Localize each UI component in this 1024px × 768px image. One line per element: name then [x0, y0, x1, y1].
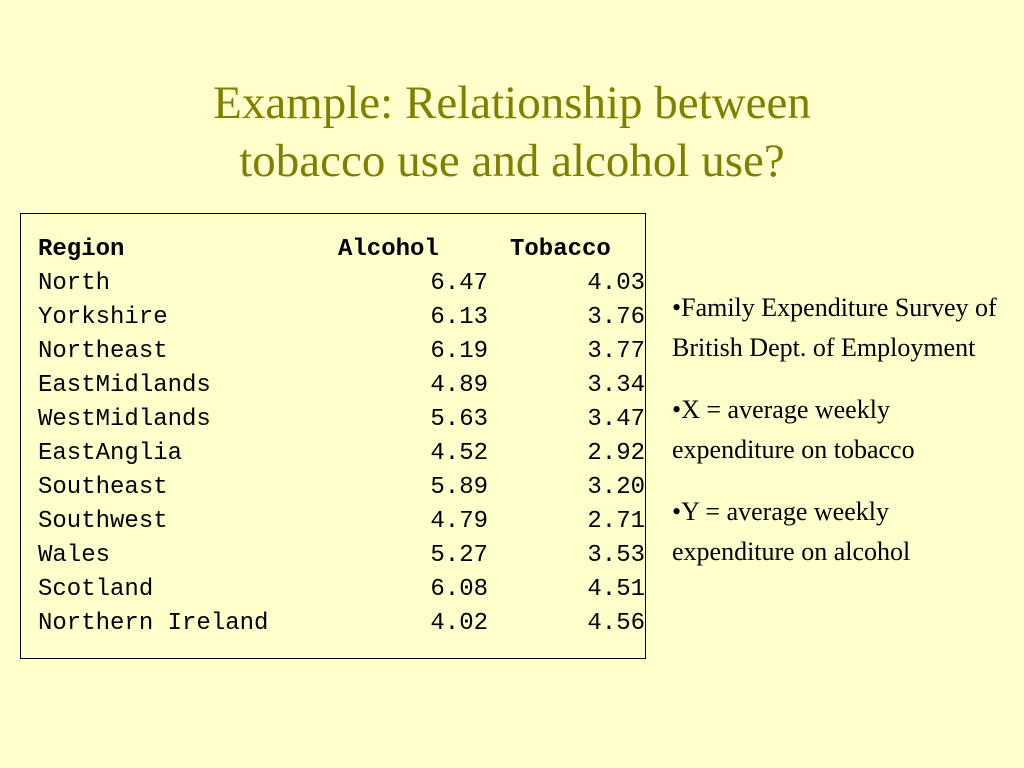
- cell-tobacco: 2.92: [587, 440, 645, 467]
- table-row: Yorkshire 6.13 3.76: [38, 301, 645, 335]
- table-row: Northeast 6.19 3.77: [38, 335, 645, 369]
- table-row: EastMidlands 4.89 3.34: [38, 369, 645, 403]
- data-table-box: Region Alcohol Tobacco North 6.47 4.03 York…: [20, 213, 646, 659]
- note-item-y-definition: •Y = average weekly expenditure on alcoh…: [672, 497, 911, 566]
- cell-alcohol: 4.52: [430, 440, 488, 467]
- column-header-tobacco: Tobacco: [510, 236, 611, 263]
- slide-title-line-1: Example: Relationship between: [213, 77, 811, 129]
- column-header-alcohol: Alcohol: [338, 236, 439, 263]
- table-row: Southwest 4.79 2.71: [38, 505, 645, 539]
- cell-region: Scotland: [38, 576, 154, 603]
- note-item-source: •Family Expenditure Survey of British De…: [672, 293, 997, 362]
- cell-tobacco: 2.71: [587, 508, 645, 535]
- cell-alcohol: 6.08: [430, 576, 488, 603]
- note-item-x-definition: •X = average weekly expenditure on tobac…: [672, 395, 915, 464]
- table-body: North 6.47 4.03 Yorkshire 6.13 3.76 Northeast 6…: [38, 267, 645, 641]
- slide-title: Example: Relationship between tobacco us…: [0, 74, 1024, 190]
- cell-tobacco: 4.51: [587, 576, 645, 603]
- notes-list: •Family Expenditure Survey of British De…: [672, 288, 1017, 594]
- cell-alcohol: 4.02: [430, 610, 488, 637]
- cell-region: Wales: [38, 542, 111, 569]
- cell-region: Southeast: [38, 474, 168, 501]
- cell-region: Southwest: [38, 508, 168, 535]
- cell-alcohol: 4.79: [430, 508, 488, 535]
- table-row: Wales 5.27 3.53: [38, 539, 645, 573]
- cell-tobacco: 3.20: [587, 474, 645, 501]
- cell-alcohol: 4.89: [430, 372, 488, 399]
- table-header-row: Region Alcohol Tobacco: [38, 233, 645, 267]
- table-row: North 6.47 4.03: [38, 267, 645, 301]
- cell-tobacco: 3.77: [587, 338, 645, 365]
- cell-tobacco: 3.34: [587, 372, 645, 399]
- cell-region: North: [38, 270, 111, 297]
- cell-tobacco: 4.03: [587, 270, 645, 297]
- cell-region: EastMidlands: [38, 372, 211, 399]
- cell-tobacco: 4.56: [587, 610, 645, 637]
- table-row: Southeast 5.89 3.20: [38, 471, 645, 505]
- cell-alcohol: 6.19: [430, 338, 488, 365]
- table-row: WestMidlands 5.63 3.47: [38, 403, 645, 437]
- cell-alcohol: 5.27: [430, 542, 488, 569]
- cell-alcohol: 6.13: [430, 304, 488, 331]
- cell-tobacco: 3.76: [587, 304, 645, 331]
- column-header-region: Region: [38, 236, 125, 263]
- table-row: Northern Ireland 4.02 4.56: [38, 607, 645, 641]
- cell-region: WestMidlands: [38, 406, 211, 433]
- slide-title-line-2: tobacco use and alcohol use?: [239, 135, 785, 187]
- data-table: Region Alcohol Tobacco North 6.47 4.03 York…: [38, 233, 645, 641]
- cell-alcohol: 6.47: [430, 270, 488, 297]
- cell-tobacco: 3.47: [587, 406, 645, 433]
- cell-region: Yorkshire: [38, 304, 168, 331]
- cell-region: EastAnglia: [38, 440, 183, 467]
- cell-alcohol: 5.89: [430, 474, 488, 501]
- table-row: EastAnglia 4.52 2.92: [38, 437, 645, 471]
- cell-tobacco: 3.53: [587, 542, 645, 569]
- table-row: Scotland 6.08 4.51: [38, 573, 645, 607]
- cell-alcohol: 5.63: [430, 406, 488, 433]
- cell-region: Northeast: [38, 338, 168, 365]
- cell-region: Northern Ireland: [38, 610, 269, 637]
